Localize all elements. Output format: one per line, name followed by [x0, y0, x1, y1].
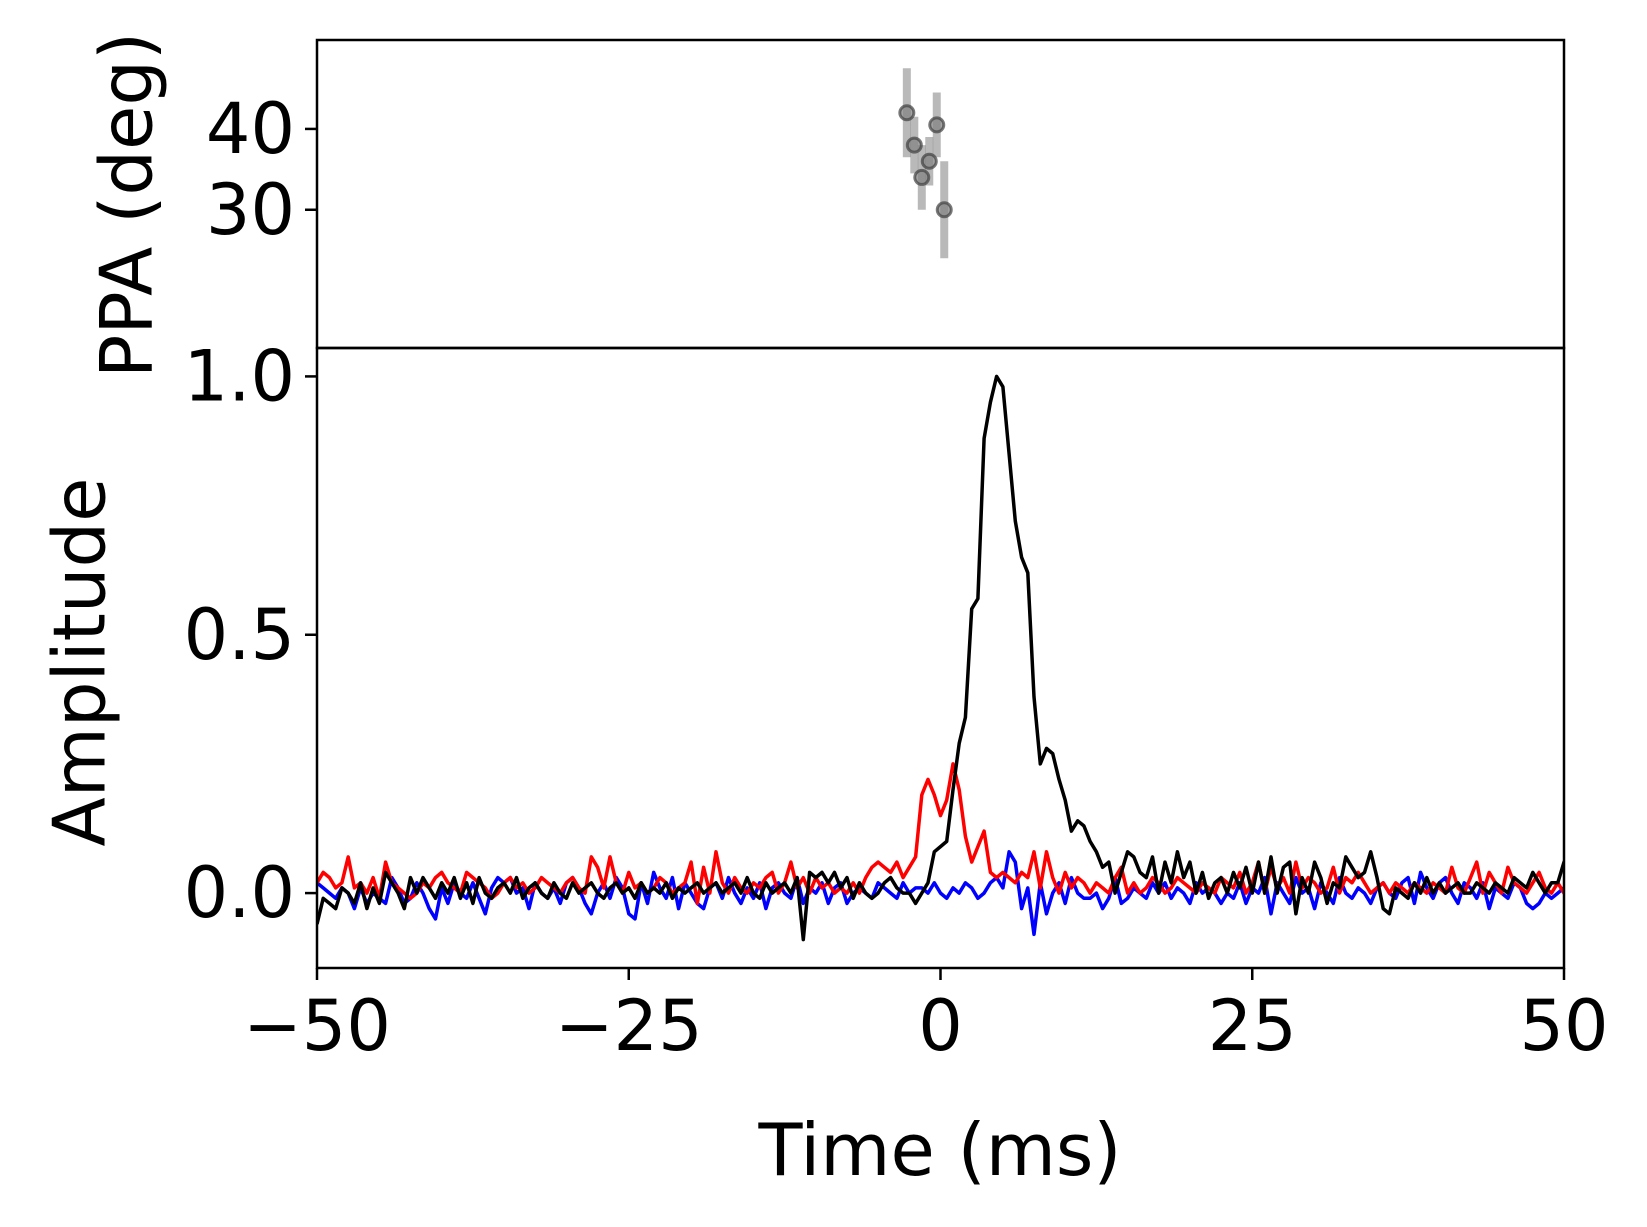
- ppa-y-tick-label: 30: [206, 169, 295, 251]
- amplitude-panel: 0.0 0.5 1.0 −50 −25 0 25 50: [184, 335, 1609, 1067]
- amplitude-y-tick-label: 0.5: [184, 594, 295, 676]
- amplitude-x-ticks: −50 −25 0 25 50: [243, 968, 1609, 1067]
- ppa-point: [898, 104, 916, 122]
- amplitude-series-line: [317, 374, 1564, 942]
- amplitude-y-tick-label: 1.0: [184, 335, 295, 417]
- x-tick-label: −25: [555, 985, 703, 1067]
- x-tick-label: 25: [1208, 985, 1297, 1067]
- ppa-y-tick-label: 40: [206, 88, 295, 170]
- x-tick-label: 0: [918, 985, 963, 1067]
- ppa-y-axis-label: PPA (deg): [85, 32, 169, 378]
- x-tick-label: 50: [1519, 985, 1608, 1067]
- ppa-points: [898, 68, 953, 259]
- ppa-point: [935, 201, 953, 219]
- amplitude-y-tick-label: 0.0: [184, 852, 295, 934]
- amplitude-y-ticks: 0.0 0.5 1.0: [184, 335, 317, 934]
- x-tick-label: −50: [243, 985, 391, 1067]
- amplitude-series-line: [317, 762, 1564, 906]
- ppa-point: [905, 136, 923, 154]
- amplitude-axes-frame: [315, 346, 1566, 970]
- x-axis-label: Time (ms): [758, 1108, 1122, 1192]
- ppa-point: [913, 168, 931, 186]
- ppa-point: [920, 152, 938, 170]
- ppa-point: [928, 116, 946, 134]
- amplitude-series: [317, 374, 1564, 942]
- amplitude-y-axis-label: Amplitude: [38, 478, 122, 847]
